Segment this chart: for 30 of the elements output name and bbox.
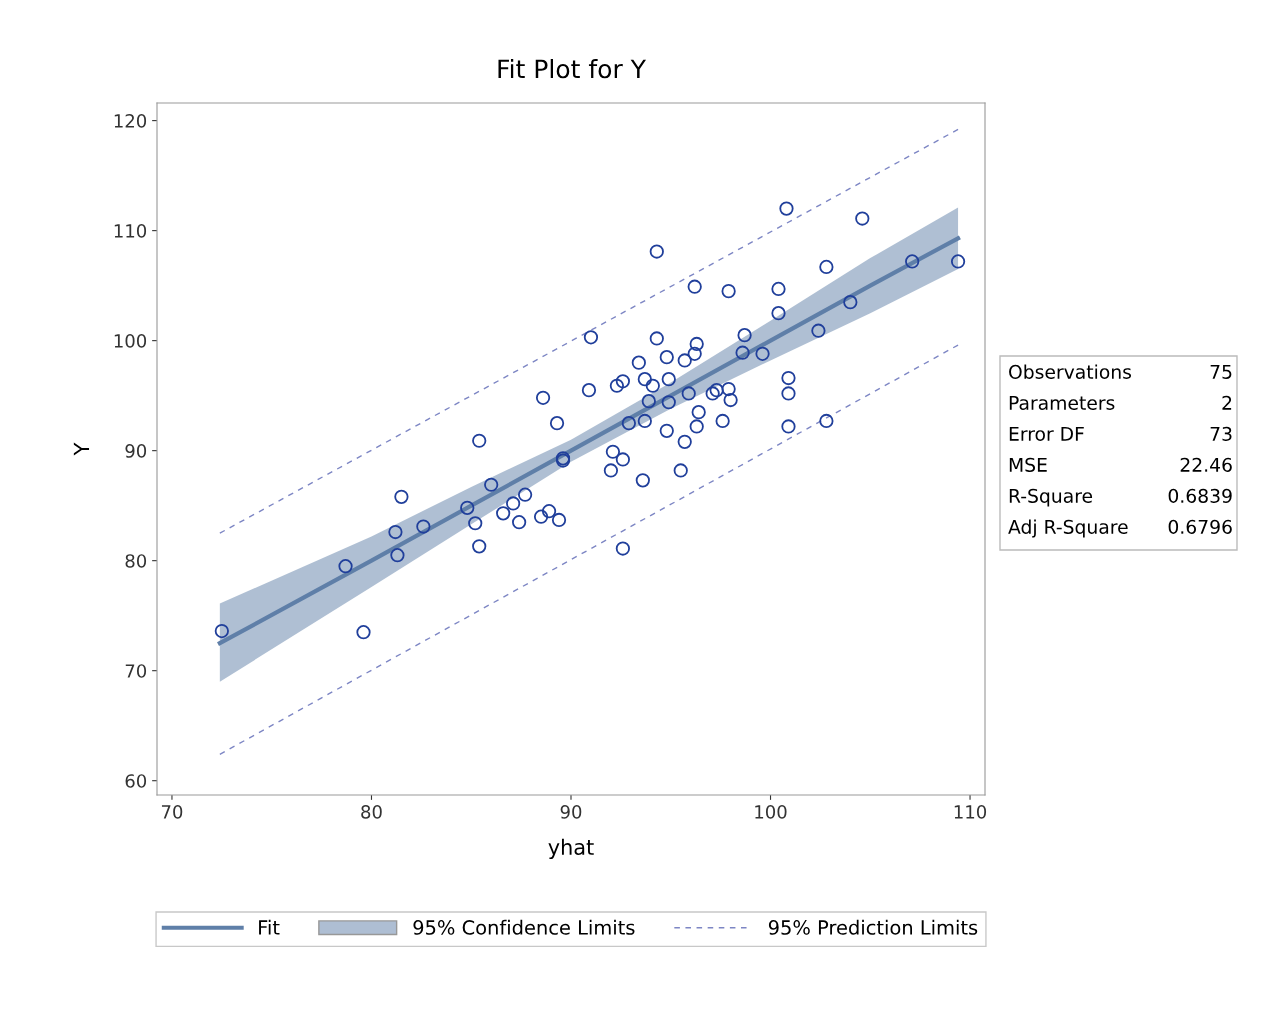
- text: 75: [1210, 365, 1232, 379]
- y-tick-label: 70: [125, 664, 147, 678]
- text: 0.6796: [1168, 519, 1232, 534]
- x-tick-label: 90: [560, 805, 582, 819]
- y-axis-title: Y: [73, 442, 90, 456]
- legend-label: 95% Prediction Limits: [768, 919, 978, 935]
- y-tick-label: 100: [114, 334, 147, 348]
- x-tick-label: 80: [361, 805, 382, 819]
- x-tick-label: 110: [954, 805, 987, 819]
- text: 73: [1210, 426, 1232, 441]
- y-tick-label: 90: [125, 444, 147, 458]
- text: 22.46: [1180, 457, 1232, 472]
- text: 0.6839: [1168, 488, 1232, 503]
- chart-title: Fit Plot for Y: [498, 59, 647, 79]
- text: 2: [1222, 395, 1232, 410]
- x-tick-label: 70: [161, 805, 183, 819]
- y-tick-label: 110: [114, 224, 147, 238]
- text: Error DF: [1009, 427, 1084, 441]
- text: Parameters: [1009, 396, 1115, 410]
- legend-label: Fit: [259, 919, 280, 935]
- text: Adj R-Square: [1008, 519, 1128, 538]
- text: MSE: [1009, 457, 1047, 472]
- text: 95% Confidence Limits: [413, 919, 635, 935]
- x-tick-label: 100: [755, 805, 787, 819]
- y-tick-label: 80: [125, 554, 147, 568]
- text: Observations: [1009, 364, 1132, 379]
- y-tick-label: 60: [125, 774, 147, 788]
- y-tick-label: 120: [114, 114, 147, 128]
- text: R-Square: [1009, 488, 1093, 507]
- x-axis-title: yhat: [548, 838, 594, 860]
